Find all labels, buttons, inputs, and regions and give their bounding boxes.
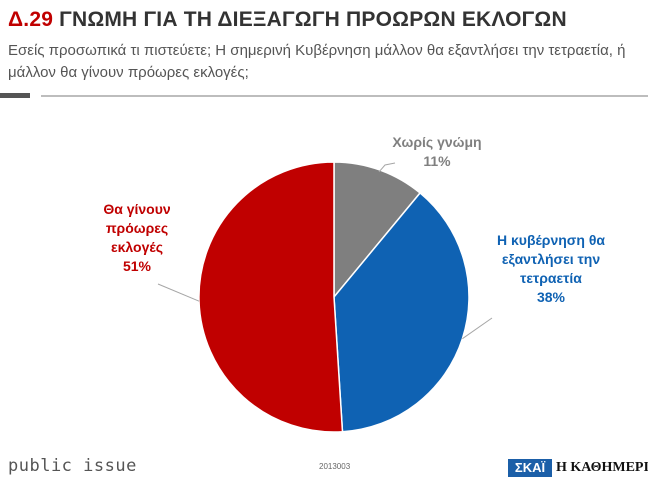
data-label-pct-3: 51%	[123, 258, 152, 274]
question-text: Εσείς προσωπικά τι πιστεύετε; Η σημερινή…	[8, 42, 626, 81]
data-label-text-1: Χωρίς γνώμη	[392, 134, 481, 150]
pie-slices	[198, 161, 470, 433]
pie-slice-1	[333, 161, 422, 300]
pie-slice-2	[333, 191, 470, 433]
data-label-text-2: τετραετία	[520, 270, 582, 286]
question-code: Δ.29	[8, 8, 54, 31]
skai-logo: ΣΚΑΪ	[508, 459, 552, 477]
data-label-text-3: Θα γίνουν	[103, 201, 171, 217]
leader-line-3	[157, 283, 200, 302]
leader-line-2	[462, 317, 493, 340]
data-label-text-2: Η κυβέρνηση θα	[497, 232, 605, 248]
page-title: Δ.29 ΓΝΩΜΗ ΓΙΑ ΤΗ ΔΙΕΞΑΓΩΓΗ ΠΡΟΩΡΩΝ ΕΚΛΟ…	[8, 8, 567, 32]
data-labels: Χωρίς γνώμη 11% Η κυβέρνηση θα εξαντλήσει τ…	[103, 134, 605, 305]
pie-slice-3	[198, 161, 344, 433]
leader-line-1	[378, 162, 396, 173]
header-rule	[41, 95, 648, 97]
data-label-text-3: εκλογές	[111, 239, 163, 255]
data-label-pct-2: 38%	[537, 289, 566, 305]
data-label-pct-1: 11%	[423, 153, 451, 169]
survey-code: 2013003	[319, 462, 351, 471]
brand-text: public issue	[8, 456, 137, 476]
leader-lines	[157, 162, 493, 340]
header-rule-accent	[0, 93, 30, 98]
kathimerini-logo: Η ΚΑΘΗΜΕΡΙΝΗ	[556, 460, 648, 475]
data-label-text-3: πρόωρες	[106, 220, 168, 236]
data-label-text-2: εξαντλήσει την	[502, 251, 600, 267]
question-title: ΓΝΩΜΗ ΓΙΑ ΤΗ ΔΙΕΞΑΓΩΓΗ ΠΡΟΩΡΩΝ ΕΚΛΟΓΩΝ	[59, 8, 567, 31]
